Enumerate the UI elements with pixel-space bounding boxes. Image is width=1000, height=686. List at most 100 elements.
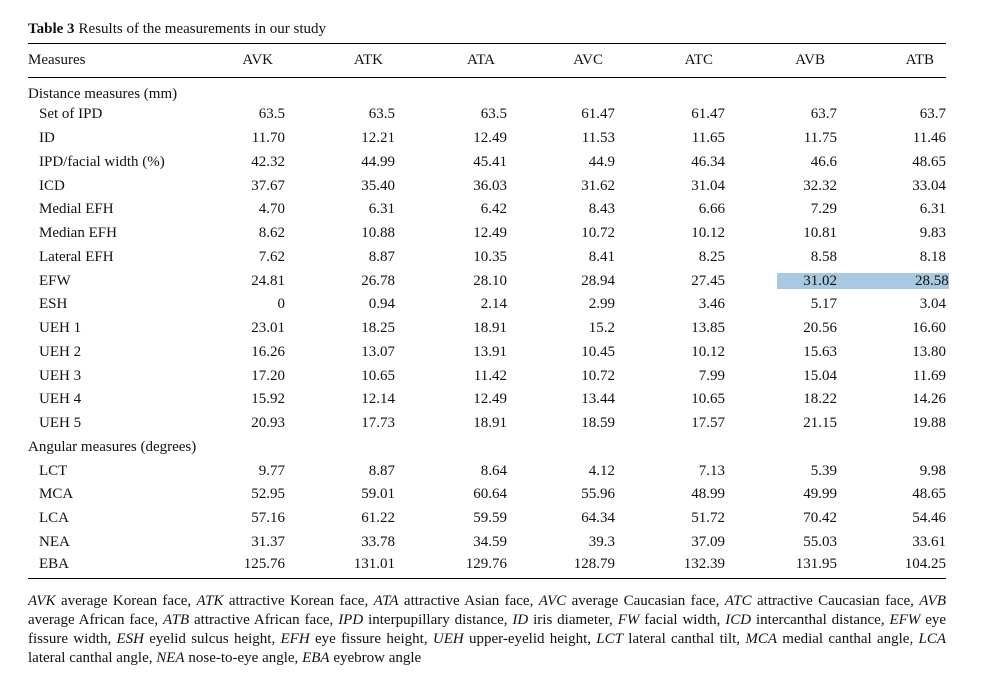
value-text: 35.40	[361, 177, 395, 194]
value-text: 31.02	[777, 272, 837, 289]
value-text: 39.3	[588, 533, 615, 550]
value-cell: 125.76	[205, 554, 285, 578]
value-text: 20.56	[803, 320, 837, 337]
value-text: 9.98	[919, 462, 946, 479]
value-cell: 8.43	[507, 198, 615, 222]
value-cell: 9.98	[837, 459, 946, 483]
section-row: Angular measures (degrees)	[28, 436, 946, 460]
value-cell: 27.45	[615, 269, 725, 293]
definition: upper-eyelid height,	[468, 631, 592, 647]
definition: interpupillary distance,	[368, 612, 508, 628]
value-text: 11.42	[473, 367, 507, 384]
value-cell: 18.22	[725, 388, 837, 412]
value-cell: 48.65	[837, 483, 946, 507]
abbreviation: LCA	[918, 631, 946, 647]
value-cell: 11.53	[507, 127, 615, 151]
value-cell: 45.41	[395, 151, 507, 175]
data-row: UEH 1 23.01 18.25 18.91 15.2 13.85 20.56 16.60	[28, 317, 946, 341]
value-cell: 7.99	[615, 364, 725, 388]
value-cell: 10.65	[285, 364, 395, 388]
abbreviation: UEH	[432, 631, 464, 647]
section-title: Angular measures (degrees)	[28, 438, 197, 455]
value-text: 8.87	[368, 248, 395, 265]
value-cell: 28.94	[507, 269, 615, 293]
value-text: 10.88	[361, 225, 395, 242]
value-cell: 0	[205, 293, 286, 317]
value-text: 63.7	[810, 106, 837, 123]
definition: lateral canthal angle,	[28, 650, 153, 666]
value-text: 51.72	[691, 510, 725, 527]
value-cell: 10.12	[615, 222, 725, 246]
value-text: 60.64	[473, 486, 507, 503]
value-text: 36.03	[473, 177, 507, 194]
value-cell: 52.95	[205, 483, 285, 507]
abbreviation: IPD	[338, 612, 364, 628]
value-text: 18.59	[581, 415, 615, 432]
value-cell: 11.65	[615, 127, 725, 151]
value-cell: 16.26	[205, 341, 285, 365]
value-text: 31.04	[691, 177, 725, 194]
value-text: 10.65	[691, 391, 725, 408]
value-text: 63.5	[368, 106, 395, 123]
value-cell: 37.67	[205, 174, 285, 198]
value-text: 32.32	[803, 177, 837, 194]
value-text: 6.42	[480, 201, 507, 218]
definition: eye fissure height,	[314, 631, 428, 647]
row-label: UEH 4	[39, 391, 82, 408]
value-text: 16.60	[912, 320, 946, 337]
value-text: 37.09	[691, 533, 725, 550]
value-cell: 11.69	[837, 364, 946, 388]
value-cell: 16.60	[837, 317, 946, 341]
value-cell: 28.58	[837, 269, 949, 293]
abbreviation: ID	[512, 612, 529, 628]
value-cell: 33.78	[285, 531, 395, 555]
definition: average African face,	[28, 612, 159, 628]
value-text: 15.04	[803, 367, 837, 384]
value-text: 48.65	[912, 153, 946, 170]
value-cell: 63.7	[725, 103, 837, 127]
value-text: 5.17	[810, 296, 837, 313]
section-row: Distance measures (mm)	[28, 78, 946, 104]
value-text: 55.03	[803, 533, 837, 550]
data-row: NEA 31.37 33.78 34.59 39.3 37.09 55.03 33.61	[28, 531, 946, 555]
value-cell: 18.59	[507, 412, 615, 436]
value-cell: 63.5	[395, 103, 507, 127]
value-text: 11.65	[691, 130, 725, 147]
value-cell: 61.22	[285, 507, 395, 531]
definition: eye fissure width,	[28, 612, 947, 647]
value-cell: 32.32	[725, 174, 837, 198]
definition: intercanthal distance,	[756, 612, 885, 628]
row-label: Lateral EFH	[39, 248, 114, 265]
value-text: 3.46	[698, 296, 725, 313]
column-header: AVC	[507, 43, 615, 78]
value-text: 104.25	[904, 555, 946, 572]
value-text: 10.72	[581, 367, 615, 384]
value-text: 12.21	[361, 130, 395, 147]
value-text: 7.13	[698, 462, 725, 479]
value-text: 10.81	[803, 225, 837, 242]
value-text: 61.22	[361, 510, 395, 527]
value-text: 7.29	[810, 201, 837, 218]
caption-text: Results of the measurements in our study	[78, 21, 327, 37]
value-cell: 2.14	[395, 293, 507, 317]
value-cell: 28.10	[395, 269, 507, 293]
data-row: MCA 52.95 59.01 60.64 55.96 48.99 49.99 48.65	[28, 483, 946, 507]
row-label: ICD	[39, 177, 65, 194]
value-text: 33.61	[912, 533, 946, 550]
value-cell: 8.58	[725, 246, 837, 270]
value-cell: 20.93	[205, 412, 285, 436]
value-cell: 23.01	[205, 317, 285, 341]
value-cell: 132.39	[615, 554, 725, 578]
value-cell: 63.5	[285, 103, 395, 127]
value-text: 45.41	[473, 153, 507, 170]
value-text: 125.76	[243, 555, 285, 572]
abbreviation: MCA	[745, 631, 777, 647]
data-row: ID 11.70 12.21 12.49 11.53 11.65 11.75 11.46	[28, 127, 946, 151]
data-row: Median EFH 8.62 10.88 12.49 10.72 10.12 10.81 9…	[28, 222, 946, 246]
row-label: Set of IPD	[39, 106, 103, 123]
data-row: Medial EFH 4.70 6.31 6.42 8.43 6.66 7.29 6.31	[28, 198, 946, 222]
abbreviation: ICD	[725, 612, 752, 628]
value-text: 6.31	[919, 201, 946, 218]
column-header: AVK	[205, 43, 285, 78]
section-title: Distance measures (mm)	[28, 86, 178, 102]
